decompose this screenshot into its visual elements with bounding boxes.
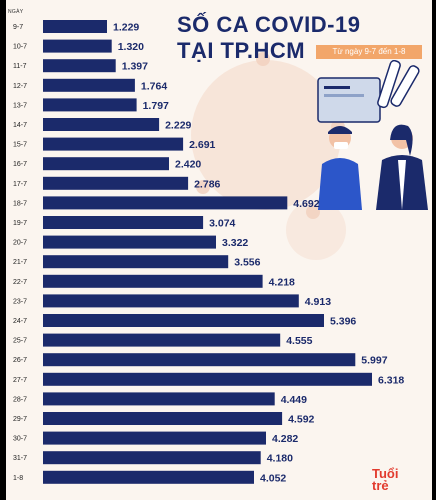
category-label: 12-7 — [13, 83, 27, 90]
value-label: 3.322 — [222, 237, 248, 249]
category-label: 27-7 — [13, 377, 27, 384]
value-label: 4.282 — [272, 433, 298, 445]
value-label: 4.913 — [305, 296, 331, 308]
category-label: 15-7 — [13, 142, 27, 149]
category-label: 21-7 — [13, 259, 27, 266]
date-range-subtitle: Từ ngày 9-7 đến 1-8 — [316, 45, 422, 59]
value-label: 1.397 — [122, 61, 148, 73]
man-hair-icon — [328, 126, 352, 134]
category-label: 9-7 — [13, 24, 23, 31]
category-label: 22-7 — [13, 279, 27, 286]
bar — [43, 274, 263, 288]
category-label: 30-7 — [13, 436, 27, 443]
bar — [43, 314, 324, 327]
axis-label: NGÀY — [8, 9, 24, 15]
bar — [43, 294, 299, 308]
test-tube-icon — [390, 65, 420, 107]
man-body-icon — [318, 158, 362, 210]
value-label: 2.229 — [165, 120, 191, 132]
value-label: 4.449 — [281, 394, 307, 406]
bar — [43, 59, 116, 73]
category-label: 20-7 — [13, 240, 27, 247]
category-label: 16-7 — [13, 161, 27, 168]
bar — [43, 176, 189, 190]
virus-spike — [306, 205, 320, 219]
value-label: 2.420 — [175, 159, 201, 171]
document-line — [324, 86, 350, 89]
bar — [43, 196, 288, 210]
value-label: 4.692 — [293, 198, 319, 210]
category-label: 17-7 — [13, 181, 27, 188]
bar — [43, 372, 372, 386]
bar — [43, 98, 137, 112]
woman-hair-icon — [390, 124, 413, 156]
shirt-icon — [398, 160, 406, 210]
category-label: 10-7 — [13, 44, 27, 51]
category-label: 18-7 — [13, 200, 27, 207]
value-label: 3.074 — [209, 218, 235, 230]
category-label: 29-7 — [13, 416, 27, 423]
category-label: 11-7 — [13, 63, 27, 70]
bar — [43, 216, 204, 229]
bar — [43, 392, 275, 406]
logo-line-1: Tuổi — [372, 466, 399, 481]
value-label: 3.556 — [234, 257, 260, 269]
bar — [43, 78, 135, 92]
mask-icon — [334, 142, 348, 149]
people-illustration — [317, 60, 428, 210]
category-label: 26-7 — [13, 357, 27, 364]
document-line — [324, 94, 364, 97]
category-label: 24-7 — [13, 318, 27, 325]
chart-title: SỐ CA COVID-19 TẠI TP.HCM — [177, 12, 360, 64]
value-label: 6.318 — [378, 374, 404, 386]
value-label: 5.396 — [330, 316, 356, 328]
bar — [43, 412, 283, 425]
bar — [43, 255, 229, 269]
bar — [43, 235, 216, 249]
category-label: 28-7 — [13, 396, 27, 403]
value-label: 1.797 — [143, 100, 169, 112]
value-label: 4.555 — [286, 335, 312, 347]
bar — [43, 451, 261, 465]
virus-illustration — [191, 60, 341, 210]
value-label: 5.997 — [361, 355, 387, 367]
logo-line-2: trẻ — [372, 478, 389, 493]
tuoi-tre-logo: Tuổi trẻ — [372, 466, 418, 494]
bar — [43, 431, 266, 445]
value-label: 4.052 — [260, 472, 286, 484]
bar — [43, 157, 169, 171]
value-label: 2.691 — [189, 139, 215, 151]
category-label: 31-7 — [13, 455, 27, 462]
value-label: 1.229 — [113, 22, 139, 34]
category-label: 14-7 — [13, 122, 27, 129]
category-label: 25-7 — [13, 338, 27, 345]
title-line-1: SỐ CA COVID-19 — [177, 12, 361, 37]
value-label: 1.764 — [141, 80, 167, 92]
virus-spike — [256, 52, 270, 66]
title-line-2: TẠI TP.HCM — [177, 38, 306, 63]
virus-spike — [196, 180, 210, 194]
test-tube-icon — [377, 60, 401, 109]
category-label: 13-7 — [13, 102, 27, 109]
bar — [43, 137, 184, 151]
bar — [43, 39, 112, 53]
bar — [43, 333, 281, 347]
value-label: 4.180 — [267, 453, 293, 465]
value-label: 2.786 — [194, 178, 220, 190]
category-label: 23-7 — [13, 298, 27, 305]
bar — [43, 118, 160, 131]
value-label: 1.320 — [118, 41, 144, 53]
category-label: 1-8 — [13, 475, 23, 482]
bar — [43, 353, 356, 367]
bar — [43, 20, 107, 33]
category-label: 19-7 — [13, 220, 27, 227]
bar — [43, 470, 254, 484]
value-label: 4.218 — [269, 276, 295, 288]
value-label: 4.592 — [288, 414, 314, 426]
